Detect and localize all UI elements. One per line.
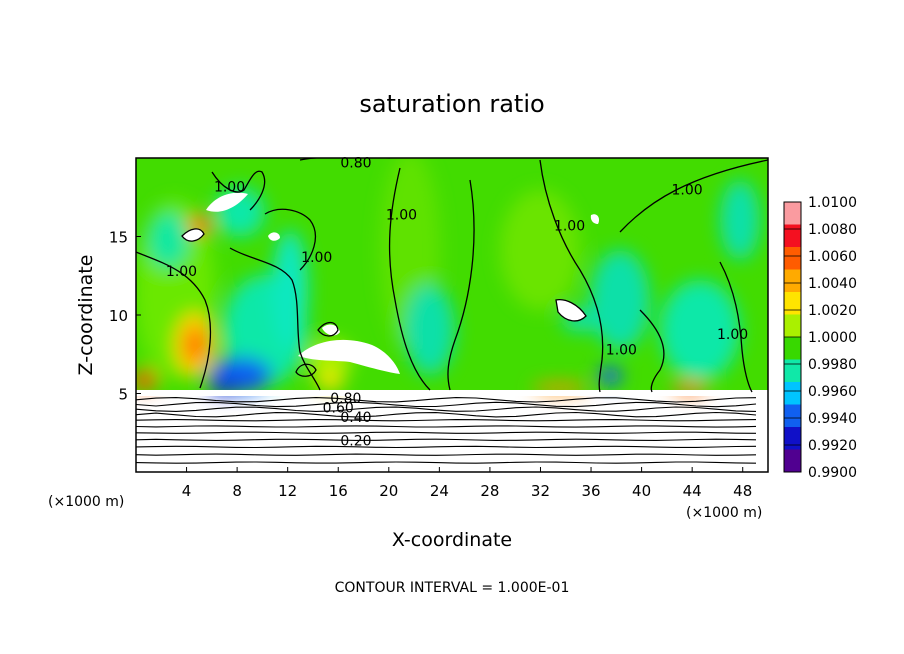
colorbar-label: 0.9940 bbox=[808, 411, 857, 427]
x-tick-label: 32 bbox=[531, 482, 550, 500]
colorbar-swatch bbox=[784, 359, 801, 383]
colorbar: 1.0100 1.0080 1.0060 1.0040 1.0020 1.0000 0.99… bbox=[783, 195, 857, 481]
y-tick-label: 15 bbox=[109, 229, 128, 247]
colorbar-swatch bbox=[784, 314, 801, 338]
colorbar-swatch bbox=[784, 427, 801, 450]
contour-label: 0.40 bbox=[340, 410, 371, 426]
y-axis-ticks: 5 10 15 bbox=[109, 229, 141, 404]
saturated-patches bbox=[136, 192, 768, 396]
contour-line bbox=[136, 411, 757, 418]
x-tick-label: 28 bbox=[480, 482, 499, 500]
colorbar-label: 0.9900 bbox=[808, 465, 857, 481]
contour-line bbox=[136, 445, 757, 449]
contour-line bbox=[136, 431, 757, 434]
contour-label: 1.00 bbox=[166, 264, 197, 280]
x-tick-label: 8 bbox=[232, 482, 242, 500]
contour-line bbox=[136, 406, 757, 412]
y-axis-label: Z-coordinate bbox=[75, 255, 97, 376]
x-axis-label: X-coordinate bbox=[392, 529, 512, 551]
contour-interval-note: CONTOUR INTERVAL = 1.000E-01 bbox=[335, 580, 570, 596]
colorbar-label: 1.0000 bbox=[808, 330, 857, 346]
contour-label: 1.00 bbox=[301, 250, 332, 266]
contour-label: 1.00 bbox=[554, 219, 585, 235]
x-tick-label: 40 bbox=[632, 482, 651, 500]
contour-label: 1.00 bbox=[672, 182, 703, 198]
colorbar-swatch bbox=[784, 292, 801, 315]
colorbar-swatch bbox=[784, 337, 801, 360]
colorbar-label: 1.0100 bbox=[808, 195, 857, 211]
colorbar-label: 1.0060 bbox=[808, 249, 857, 265]
colorbar-label: 0.9960 bbox=[808, 384, 857, 400]
colorbar-label: 1.0020 bbox=[808, 303, 857, 319]
lower-contour-lines bbox=[136, 397, 757, 464]
contour-line bbox=[136, 419, 757, 422]
colorbar-label: 0.9920 bbox=[808, 438, 857, 454]
contour-line bbox=[136, 401, 757, 408]
contour-line bbox=[136, 397, 757, 403]
x-tick-label: 4 bbox=[182, 482, 192, 500]
field-blobs bbox=[136, 158, 760, 394]
chart-title: saturation ratio bbox=[359, 90, 544, 118]
x-tick-label: 24 bbox=[430, 482, 449, 500]
y-tick-label: 10 bbox=[109, 307, 128, 325]
contour-label: 0.80 bbox=[340, 156, 371, 172]
contour-line bbox=[136, 461, 757, 464]
x-tick-label: 20 bbox=[379, 482, 398, 500]
colorbar-swatch bbox=[784, 247, 801, 270]
y-tick-label: 5 bbox=[118, 386, 128, 404]
colorbar-swatch bbox=[784, 202, 801, 225]
contour-line bbox=[136, 438, 757, 441]
colorbar-swatch bbox=[784, 224, 801, 248]
upper-contour-lines bbox=[136, 158, 768, 393]
colorbar-swatch bbox=[784, 449, 801, 473]
colorbar-label: 0.9980 bbox=[808, 357, 857, 373]
contour-label: 1.00 bbox=[214, 179, 245, 195]
x-tick-label: 44 bbox=[683, 482, 702, 500]
contour-label: 0.60 bbox=[323, 401, 354, 417]
x-axis-unit: (×1000 m) bbox=[686, 505, 762, 521]
colorbar-swatch bbox=[784, 269, 801, 293]
colorbar-label: 1.0080 bbox=[808, 222, 857, 238]
x-tick-label: 36 bbox=[581, 482, 600, 500]
contour-labels: 1.00 1.00 1.00 1.00 1.00 1.00 1.00 1.00 0.80 0.80… bbox=[166, 156, 748, 450]
contour-label: 1.00 bbox=[386, 208, 417, 224]
colorbar-label: 1.0040 bbox=[808, 276, 857, 292]
x-tick-label: 12 bbox=[278, 482, 297, 500]
colorbar-swatch bbox=[784, 404, 801, 428]
contour-label: 0.80 bbox=[330, 391, 361, 407]
x-axis-ticks: 4 8 12 16 20 24 28 32 36 40 44 48 bbox=[182, 467, 752, 500]
contour-line bbox=[136, 453, 757, 456]
colorbar-swatch bbox=[784, 382, 801, 405]
x-tick-label: 16 bbox=[329, 482, 348, 500]
contour-label: 1.00 bbox=[717, 327, 748, 343]
x-tick-label: 48 bbox=[733, 482, 752, 500]
contour-line bbox=[136, 425, 757, 428]
contour-label: 1.00 bbox=[606, 343, 637, 359]
x-axis-origin-unit: (×1000 m) bbox=[48, 494, 124, 510]
contour-label: 0.20 bbox=[340, 434, 371, 450]
